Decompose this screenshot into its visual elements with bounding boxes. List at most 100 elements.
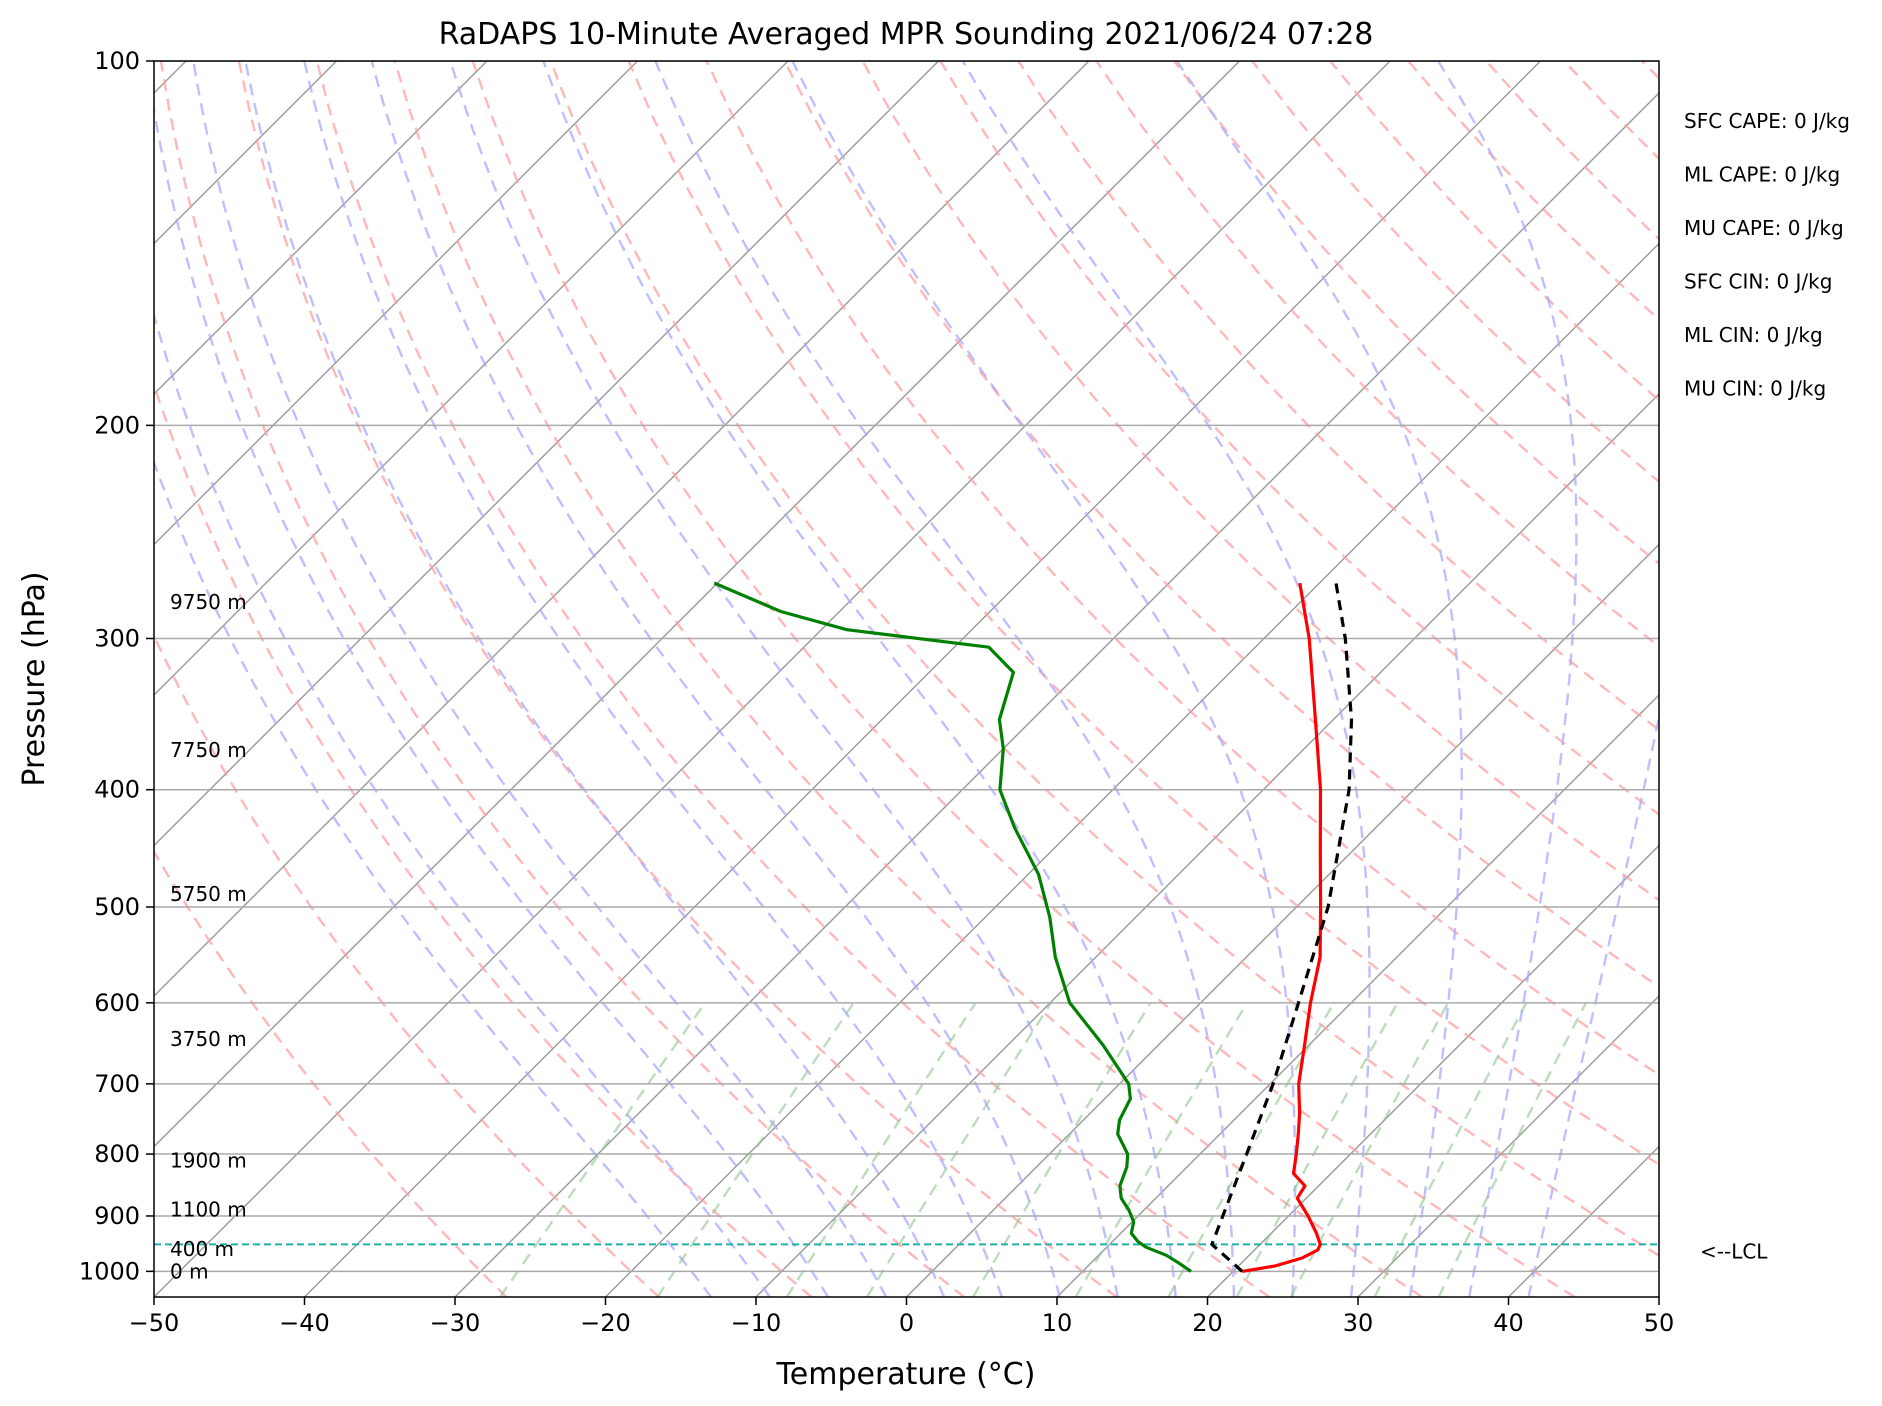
height-annotation: 1100 m [170, 1198, 247, 1222]
dry-adiabat-line [861, 61, 1659, 902]
mixing-ratio-line [656, 1002, 855, 1297]
dry-adiabat-line [939, 61, 1659, 816]
x-tick-label: −50 [129, 1309, 180, 1337]
x-tick-label: 30 [1343, 1309, 1374, 1337]
axis-ticks: −50 −40 −30 −20 −10 0 10 20 30 40 50 100 200 300 400 50… [79, 47, 1674, 1337]
height-annotation: 0 m [170, 1259, 209, 1283]
chart-title: RaDAPS 10-Minute Averaged MPR Sounding 2… [439, 17, 1374, 52]
moist-adiabat-line [1527, 711, 1659, 1297]
isotherm-line [454, 92, 1659, 1297]
dry-adiabat-line [237, 61, 1118, 1297]
isotherm-line [1658, 1296, 1659, 1297]
height-annotation: 9750 m [170, 590, 247, 614]
temperature-profile-line [1241, 582, 1323, 1273]
isotherm-line [605, 242, 1659, 1297]
plot-background [154, 61, 1659, 1297]
height-annotation: 1900 m [170, 1149, 247, 1173]
y-tick-label: 100 [94, 47, 140, 75]
x-tick-label: 0 [899, 1309, 914, 1337]
x-tick-label: −20 [580, 1309, 631, 1337]
isotherm-line [154, 61, 1391, 1297]
isotherm-line [304, 61, 1541, 1297]
isotherm-line [1207, 844, 1659, 1297]
moist-adiabat-line [449, 61, 1119, 1297]
y-tick-label: 200 [94, 411, 140, 439]
height-annotation: 7750 m [170, 738, 247, 762]
x-tick-label: 50 [1644, 1309, 1675, 1337]
dry-adiabat-line [471, 61, 1576, 1297]
y-tick-label: 500 [94, 893, 140, 921]
dewpoint-profile-line [713, 581, 1192, 1273]
sounding-series [713, 581, 1354, 1273]
isotherm-line [154, 61, 1090, 997]
x-tick-label: −40 [279, 1309, 330, 1337]
isotherm-line [154, 61, 1240, 1148]
moist-adiabat-line [303, 61, 1004, 1297]
y-tick-label: 900 [94, 1202, 140, 1230]
y-tick-label: 700 [94, 1070, 140, 1098]
isotherm-line [154, 61, 939, 847]
lcl-label: <--LCL [1700, 1239, 1768, 1263]
height-annotation: 400 m [170, 1237, 234, 1261]
stat-annotation: SFC CAPE: 0 J/kg [1684, 109, 1850, 133]
moist-adiabat-line [791, 61, 1297, 1297]
moist-adiabat-line [961, 61, 1371, 1297]
moist-adiabat-line [654, 61, 1236, 1297]
pressure-gridlines [154, 61, 1659, 1273]
isotherm-line [1357, 995, 1659, 1297]
y-tick-label: 1000 [79, 1257, 140, 1285]
moist-adiabat-line [1176, 61, 1463, 1297]
mixing-ratio-line [1289, 1002, 1450, 1297]
x-tick-label: −10 [731, 1309, 782, 1337]
moist-adiabat-line [542, 61, 1177, 1297]
dry-adiabat-line [315, 61, 1271, 1297]
dry-adiabat-line [549, 61, 1659, 1258]
isotherm-line [154, 61, 488, 395]
x-tick-label: −30 [430, 1309, 481, 1337]
stat-annotation: MU CAPE: 0 J/kg [1684, 216, 1844, 240]
isotherm-line [906, 543, 1659, 1297]
y-tick-label: 600 [94, 989, 140, 1017]
dry-adiabat-line [783, 61, 1659, 989]
x-tick-label: 40 [1493, 1309, 1524, 1337]
parcel-profile-line [1210, 582, 1354, 1273]
mixing-ratio-line [865, 1002, 1053, 1297]
stat-annotation: ML CAPE: 0 J/kg [1684, 163, 1840, 187]
isotherm-line [1056, 694, 1659, 1297]
mixing-ratio-line [1074, 1002, 1248, 1297]
y-tick-label: 800 [94, 1140, 140, 1168]
y-axis-label: Pressure (hPa) [17, 571, 52, 786]
dry-adiabat-line [627, 61, 1659, 1166]
mixing-ratio-line [1235, 1002, 1399, 1297]
mixing-ratio-line [499, 1002, 707, 1297]
moist-adiabat-line [370, 61, 1061, 1297]
moist-adiabat-line [1437, 61, 1578, 1297]
isotherm-line [154, 61, 789, 696]
moist-adiabat-line [192, 61, 888, 1297]
height-annotation: 3750 m [170, 1027, 247, 1051]
moist-adiabat-line [154, 103, 830, 1297]
dry-adiabat-line [154, 633, 660, 1297]
x-axis-label: Temperature (°C) [776, 1357, 1036, 1392]
dry-adiabat-line [159, 61, 965, 1297]
dry-adiabat-line [705, 61, 1659, 1077]
background-lines [154, 61, 1659, 1297]
mixing-ratio-line [1437, 1002, 1587, 1297]
mixing-ratio-line [971, 1002, 1152, 1297]
stat-annotation: MU CIN: 0 J/kg [1684, 377, 1826, 401]
mixing-ratio-line [1373, 1002, 1528, 1297]
y-tick-label: 300 [94, 624, 140, 652]
height-annotation: 5750 m [170, 882, 247, 906]
mixing-ratio-line [785, 1002, 977, 1297]
x-tick-label: 20 [1192, 1309, 1223, 1337]
dry-adiabat-line [1641, 61, 1659, 80]
dry-adiabat-line [393, 61, 1423, 1297]
dry-adiabat-line [1095, 61, 1659, 648]
y-tick-label: 400 [94, 776, 140, 804]
moist-adiabat-line [154, 459, 713, 1297]
isotherm-line [154, 61, 638, 546]
moist-adiabat-line [154, 311, 771, 1297]
moist-adiabat-line [244, 61, 946, 1297]
